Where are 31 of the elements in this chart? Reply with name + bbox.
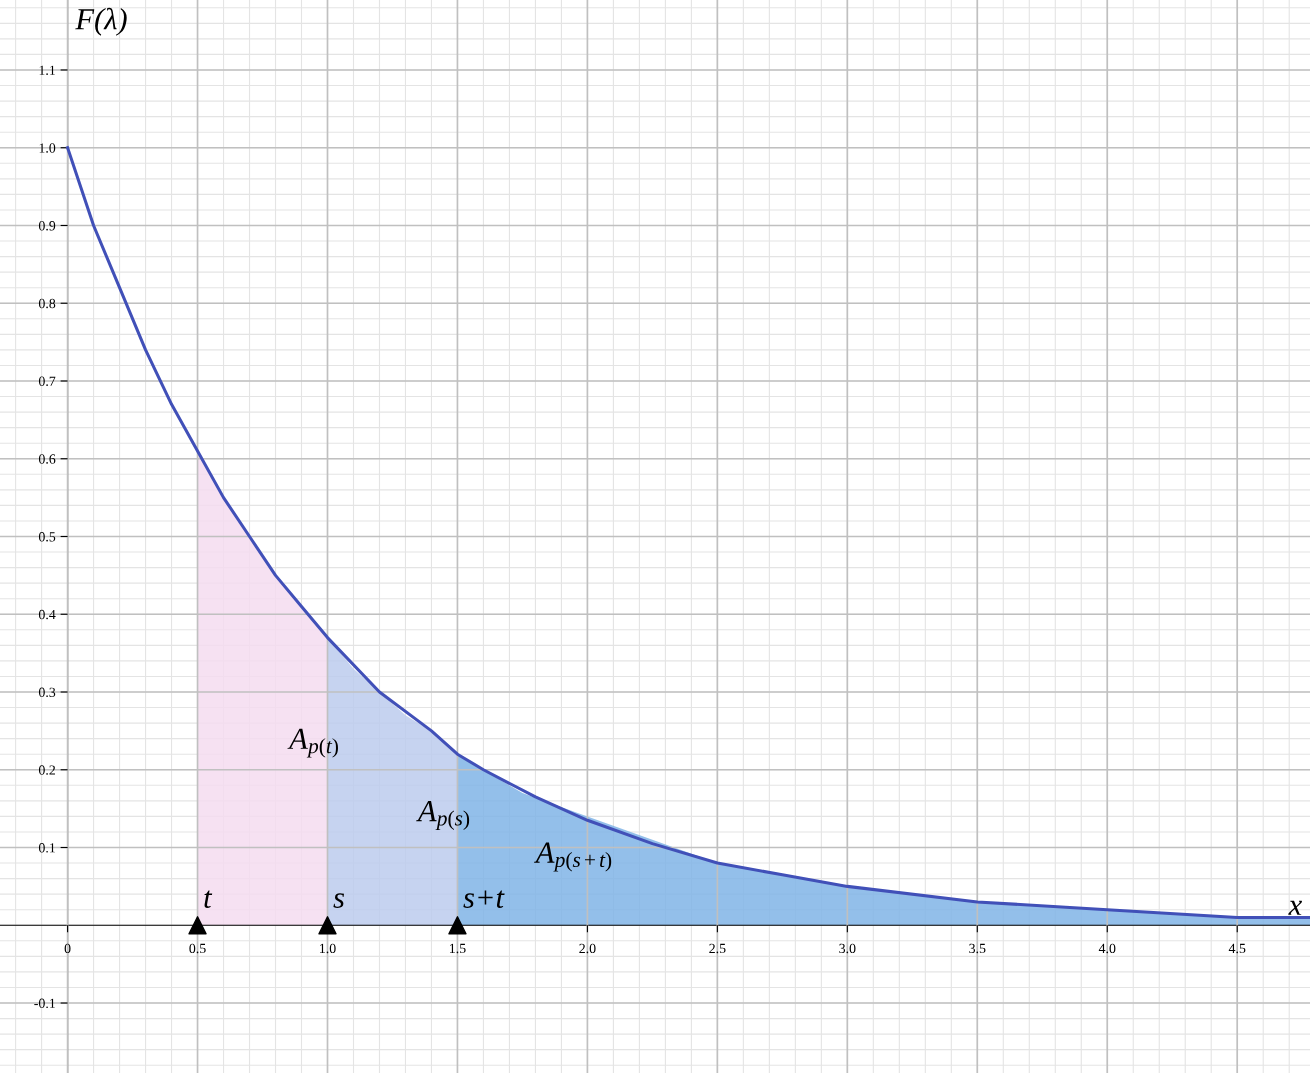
x-tick-label: 2.5 (709, 943, 726, 954)
y-tick-label: 1.0 (39, 143, 56, 153)
x-axis-title: x (1288, 900, 1302, 915)
annotation: s+t (463, 890, 505, 908)
x-tick-label: 4.0 (1098, 943, 1116, 954)
y-axis-title: F(λ) (75, 7, 127, 36)
y-tick-label: 0.7 (38, 376, 56, 387)
y-tick-label: 0.2 (38, 765, 56, 775)
annotation: A$_{p(s+t)}$ (534, 842, 612, 872)
x-tick-label: 1.0 (320, 943, 336, 954)
x-tick-label: 0 (64, 943, 71, 954)
y-tick-label: 0.5 (38, 532, 56, 542)
x-tick-label: 0.5 (189, 943, 206, 954)
x-tick-label: 3.5 (969, 943, 986, 954)
annotation: A$_{p(t)}$ (287, 728, 338, 758)
y-tick-label: 0.1 (38, 843, 55, 853)
annotation: t (204, 890, 213, 908)
y-tick-label: 0.8 (38, 298, 56, 309)
line-series (66, 146, 1310, 920)
y-tick-label: -0.1 (34, 998, 55, 1009)
x-tick-label: 1.5 (450, 943, 466, 954)
y-tick-label: 0.9 (38, 221, 56, 231)
annotation: A$_{p(s)}$ (416, 800, 470, 830)
x-tick-label: 2.0 (579, 943, 596, 954)
y-tick-label: 0.6 (38, 454, 56, 464)
x-tick-label: 3.0 (839, 943, 856, 954)
y-tick-label: 0.3 (38, 687, 56, 698)
annotation: s (333, 893, 345, 908)
y-tick-label: 0.4 (38, 609, 56, 620)
x-tick-label: 4.5 (1228, 943, 1246, 954)
y-tick-label: 1.1 (39, 65, 55, 75)
